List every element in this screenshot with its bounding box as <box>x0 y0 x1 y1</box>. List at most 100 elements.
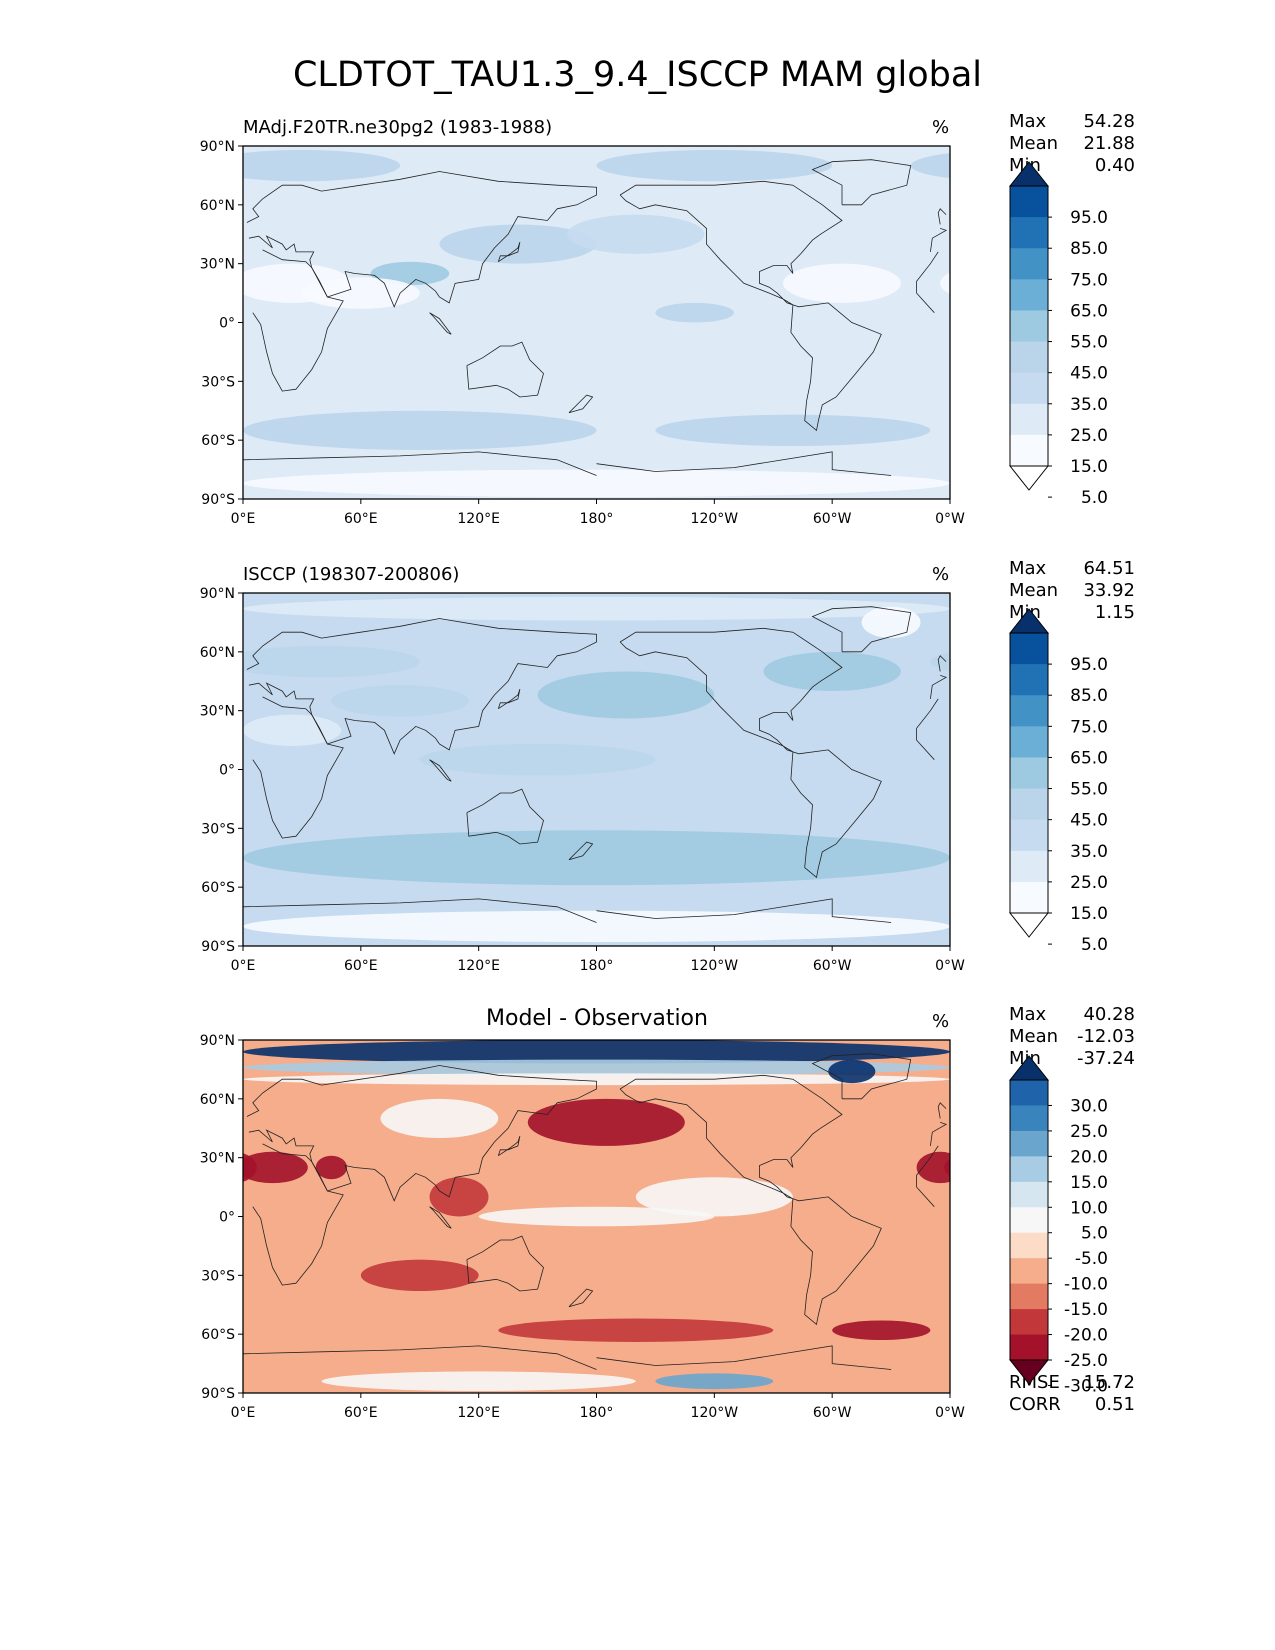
coastline <box>790 1196 882 1326</box>
colorbar-segment <box>1010 403 1048 436</box>
field-anomaly <box>360 1259 479 1292</box>
colorbar-segment <box>1010 788 1048 821</box>
stat-label: Max <box>1009 111 1047 132</box>
map-panel-reference: 90°N 60°N 30°N 0° 30°S 60°S 90°S 0°E 60°E 120°E 18… <box>200 586 965 974</box>
lat-tick-label: 60°N <box>200 1092 235 1108</box>
colorbar-reference: 95.0 85.0 75.0 65.0 55.0 45.0 35.0 25.0 15.0 5.0 <box>1008 608 1108 955</box>
coastline <box>243 1345 892 1370</box>
coastline <box>243 898 892 923</box>
lon-tick-label: 120°E <box>457 511 500 527</box>
coastline <box>246 1065 948 1202</box>
colorbar-tick-label: 45.0 <box>1070 364 1108 384</box>
field-anomaly <box>832 1320 931 1341</box>
lon-tick-label: 120°W <box>691 958 739 974</box>
field-anomaly <box>243 410 597 450</box>
lat-tick-label: 90°S <box>201 1386 235 1402</box>
colorbar-tick-label: 30.0 <box>1070 1096 1108 1116</box>
field-anomaly <box>243 469 950 498</box>
stat-label: CORR <box>1009 1394 1061 1415</box>
lon-tick-label: 0°E <box>231 511 256 527</box>
lat-tick-label: 30°N <box>200 704 235 720</box>
coastline <box>790 302 882 432</box>
colorbar-tick-label: 10.0 <box>1070 1198 1108 1218</box>
colorbar-segment <box>1010 757 1048 790</box>
lon-tick-label: 120°E <box>457 958 500 974</box>
lat-tick-label: 30°S <box>201 374 235 390</box>
lon-tick-label: 0°W <box>935 958 965 974</box>
stat-row-corr: CORR 0.51 <box>1009 1394 1135 1416</box>
colorbar-extend-top <box>1008 161 1050 187</box>
stat-value: 15.72 <box>1083 1372 1135 1393</box>
coastline <box>497 241 521 263</box>
colorbar-tick-label: 5.0 <box>1081 1224 1108 1244</box>
colorbar-segment <box>1010 1156 1048 1183</box>
lat-tick-label: 90°S <box>201 492 235 508</box>
field-anomaly <box>380 1098 499 1139</box>
units-label: % <box>932 117 950 138</box>
coastline <box>466 788 544 845</box>
lat-tick-label: 60°S <box>201 433 235 449</box>
panel-reference: ISCCP (198307-200806) % Max 64.51 Mean 33.… <box>0 0 1275 623</box>
coastline <box>252 249 939 392</box>
map-field <box>243 146 950 499</box>
lon-tick-label: 0°E <box>231 958 256 974</box>
stat-label: Mean <box>1009 580 1059 601</box>
lon-tick-label: 120°E <box>457 1405 500 1421</box>
stat-value: 21.88 <box>1083 133 1135 154</box>
stat-value: 64.51 <box>1083 558 1135 579</box>
field-anomaly <box>655 1373 774 1390</box>
colorbar-tick-label: 55.0 <box>1070 333 1108 353</box>
field-anomaly <box>243 1151 308 1184</box>
field-anomaly <box>478 1206 715 1227</box>
lat-tick-label: 30°N <box>200 1151 235 1167</box>
field-anomaly-wrap <box>940 272 950 295</box>
colorbar-tick-label: 65.0 <box>1070 748 1108 768</box>
colorbar-extend-top <box>1008 608 1050 634</box>
lat-tick-label: 60°S <box>201 1327 235 1343</box>
coastline <box>429 1206 452 1229</box>
map-field <box>243 1040 950 1393</box>
lat-tick-label: 90°S <box>201 939 235 955</box>
colorbar-segment <box>1010 1080 1048 1106</box>
colorbar-segment <box>1010 1232 1048 1259</box>
stat-value: -12.03 <box>1076 1026 1135 1047</box>
colorbar-tick-label: 15.0 <box>1070 904 1108 924</box>
field-anomaly-wrap <box>944 1158 950 1177</box>
stat-row-max: Max 40.28 <box>1009 1004 1135 1026</box>
colorbar-test: 95.0 85.0 75.0 65.0 55.0 45.0 35.0 25.0 15.0 5.0 <box>1008 161 1108 508</box>
figure-title: CLDTOT_TAU1.3_9.4_ISCCP MAM global <box>292 55 983 95</box>
diff-stats-table: RMSE 15.72 CORR 0.51 <box>1009 1372 1135 1416</box>
colorbar-tick-label: 85.0 <box>1070 239 1108 259</box>
colorbar-segment <box>1010 217 1048 249</box>
colorbar-segment <box>1010 850 1048 883</box>
field-anomaly <box>567 214 705 254</box>
field-anomaly <box>243 1059 950 1076</box>
coastline <box>429 759 452 782</box>
field-anomaly <box>537 671 715 719</box>
lon-tick-label: 60°W <box>813 1405 852 1421</box>
field-anomaly <box>916 1151 950 1184</box>
panel-title: Model - Observation <box>486 1006 708 1031</box>
field-anomaly <box>243 910 950 943</box>
field-anomaly <box>861 606 921 639</box>
field-anomaly <box>243 596 950 621</box>
colorbar-tick-label: 5.0 <box>1081 488 1108 508</box>
lon-tick-label: 60°E <box>344 511 378 527</box>
coastline <box>497 688 521 710</box>
colorbar-segment <box>1010 1258 1048 1285</box>
panel-test: MAdj.F20TR.ne30pg2 (1983-1988) % Max 54.2… <box>0 0 1275 470</box>
colorbar-tick-label: 75.0 <box>1070 717 1108 737</box>
colorbar-segment <box>1010 819 1048 852</box>
colorbar-tick-label: 15.0 <box>1070 457 1108 477</box>
lon-tick-label: 60°E <box>344 958 378 974</box>
colorbar-tick-label: -25.0 <box>1064 1351 1108 1371</box>
field-anomaly-wrap <box>930 652 950 672</box>
field-anomaly <box>439 224 597 264</box>
map-field <box>243 593 950 946</box>
field-anomaly <box>828 1059 876 1084</box>
stat-value: 33.92 <box>1083 580 1135 601</box>
map-panel-difference: 90°N 60°N 30°N 0° 30°S 60°S 90°S 0°E 60°E 120°E 18… <box>200 1033 965 1421</box>
stat-row-mean: Mean 21.88 <box>1009 133 1135 155</box>
lon-tick-label: 180° <box>580 1405 614 1421</box>
